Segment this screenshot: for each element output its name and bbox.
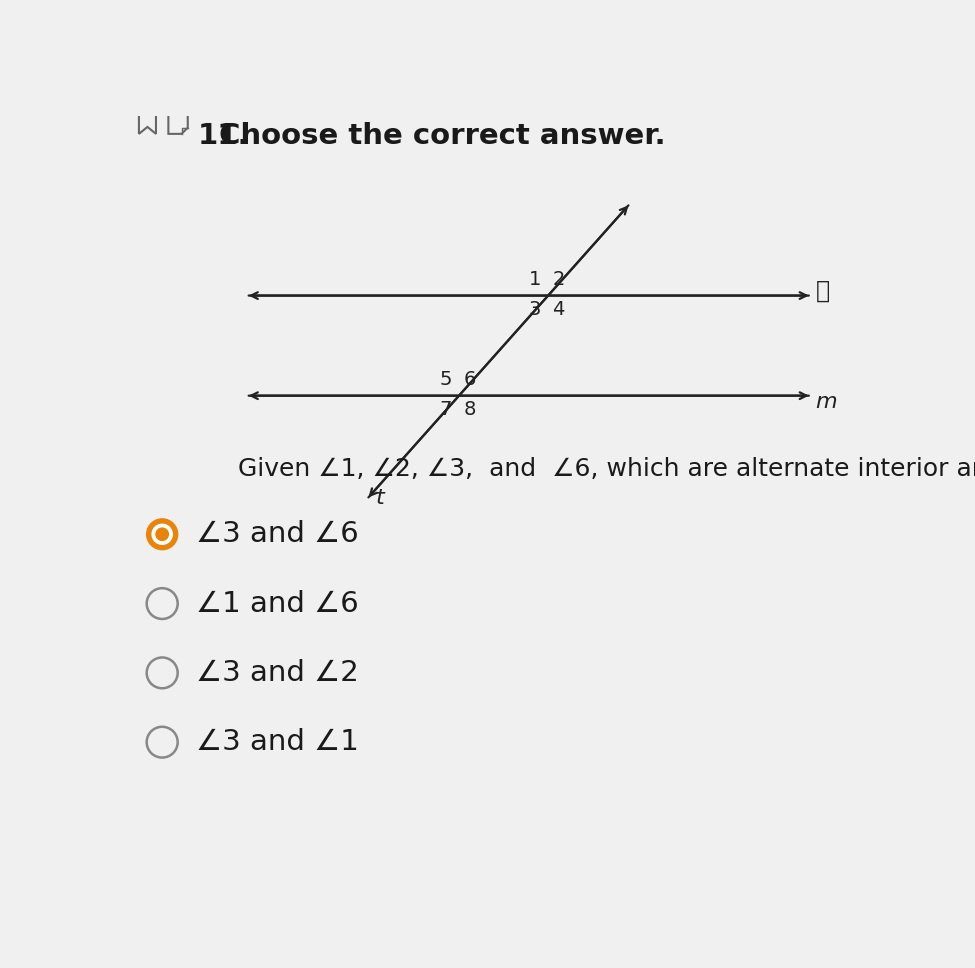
Text: ∠3 and ∠2: ∠3 and ∠2 — [196, 659, 358, 687]
Circle shape — [146, 519, 177, 550]
Text: 4: 4 — [552, 300, 565, 318]
Circle shape — [152, 525, 173, 544]
Text: ∠3 and ∠1: ∠3 and ∠1 — [196, 728, 359, 756]
Text: Given ∠1, ∠2, ∠3,  and  ∠6, which are alternate interior angles?: Given ∠1, ∠2, ∠3, and ∠6, which are alte… — [238, 457, 975, 481]
Text: 1: 1 — [528, 270, 541, 288]
Text: 3: 3 — [528, 300, 541, 318]
Text: ∠3 and ∠6: ∠3 and ∠6 — [196, 520, 358, 548]
Text: ∠1 and ∠6: ∠1 and ∠6 — [196, 590, 358, 618]
Text: 7: 7 — [440, 400, 452, 419]
Text: t: t — [376, 488, 384, 508]
Text: ℓ: ℓ — [815, 280, 830, 303]
Text: 2: 2 — [552, 270, 565, 288]
Circle shape — [156, 529, 169, 540]
Text: Choose the correct answer.: Choose the correct answer. — [218, 122, 665, 150]
Text: 6: 6 — [463, 370, 476, 389]
Text: 5: 5 — [440, 370, 452, 389]
Text: 8: 8 — [463, 400, 476, 419]
Text: m: m — [815, 392, 838, 411]
Text: 11.: 11. — [198, 122, 250, 150]
